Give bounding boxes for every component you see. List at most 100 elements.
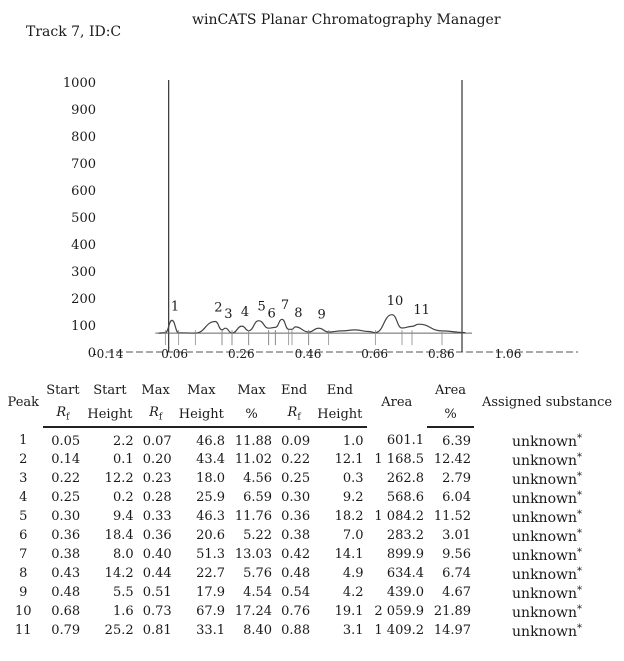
table-cell: unknown* [512,604,582,621]
table-cell: unknown* [512,490,582,507]
table-cell: 2.2 [112,433,134,449]
table-cell: 20.6 [196,528,226,543]
table-cell: 18.4 [104,528,134,543]
y-tick-label: 1000 [63,76,96,91]
table-cell: 67.9 [196,604,226,619]
table-cell: 7 [19,547,28,562]
table-cell: unknown* [512,566,582,583]
table-cell: 0.81 [142,623,172,638]
peak-label: 2 [214,300,222,315]
y-tick-label: 900 [71,103,96,118]
table-cell: 18.0 [196,471,226,486]
table-cell: 3.01 [442,528,472,543]
col-end-height-header: End [326,382,353,398]
table-cell: 0.79 [51,623,81,638]
table-cell: 0.51 [142,585,172,600]
peak-table-body: 1 0.05 2.2 0.07 46.8 11.88 0.09 1.0 601.1 6.39 unk… [4,427,620,640]
table-cell: 43.4 [196,452,226,467]
table-cell: 12.2 [104,471,134,486]
table-row: 5 0.30 9.4 0.33 46.3 11.76 0.36 18.2 1 084.2 11.5… [4,507,620,526]
table-cell: 262.8 [386,471,425,486]
table-cell: 0.28 [142,490,172,505]
table-cell: unknown* [512,528,582,545]
table-cell: 12.42 [433,452,472,467]
y-tick-label: 500 [71,211,96,226]
col-start-height-header: Start [93,382,127,398]
table-cell: unknown* [512,623,582,640]
table-cell: 0.43 [51,566,81,581]
table-cell: 5.76 [243,566,273,581]
table-cell: 1 409.2 [374,623,425,638]
table-cell: 6.74 [442,566,472,581]
col-max-rf-unit: Rf [136,402,175,428]
table-cell: 2 059.9 [374,604,425,619]
table-cell: unknown* [512,471,582,488]
table-cell: 601.1 [386,433,425,448]
col-start-rf-unit: Rf [42,402,84,428]
table-cell: 2.79 [442,471,472,486]
table-cell: 568.6 [386,490,425,505]
y-tick-label: 300 [71,265,96,280]
table-cell: 0.25 [281,471,311,486]
peak-label: 9 [318,307,326,322]
table-cell: 0.36 [142,528,172,543]
table-cell: 17.9 [196,585,226,600]
y-tick-label: 0 [88,346,96,361]
table-cell: 0.07 [142,433,172,449]
table-cell: 634.4 [386,566,425,581]
table-cell: 0.38 [281,528,311,543]
col-end-rf-unit: Rf [275,402,314,428]
track-label: Track 7, ID:C [26,24,122,40]
table-cell: 33.1 [196,623,226,638]
table-row: 8 0.43 14.2 0.44 22.7 5.76 0.48 4.9 634.4 6.74 unk… [4,564,620,583]
table-cell: 4 [19,490,28,505]
table-cell: 2 [19,452,28,467]
table-cell: 3.1 [342,623,364,638]
col-max-rf-header: Max [141,382,170,398]
table-cell: 11.52 [433,509,472,524]
table-cell: 5.22 [243,528,273,543]
col-area-pct-unit: % [427,402,475,428]
y-tick-label: 800 [71,130,96,145]
table-cell: 0.48 [281,566,311,581]
table-cell: 5.5 [112,585,134,600]
table-cell: 8.40 [243,623,273,638]
table-cell: 0.73 [142,604,172,619]
table-cell: 4.56 [243,471,273,486]
table-cell: 10 [15,604,32,619]
table-cell: 12.1 [334,452,364,467]
table-cell: 9.2 [342,490,364,505]
table-row: 7 0.38 8.0 0.40 51.3 13.03 0.42 14.1 899.9 9.56 un… [4,545,620,564]
table-cell: 0.36 [281,509,311,524]
table-cell: 6.04 [442,490,472,505]
table-cell: 11.02 [234,452,273,467]
table-cell: 4.2 [342,585,364,600]
peak-label: 8 [294,306,302,321]
table-cell: 1 084.2 [374,509,425,524]
table-cell: 0.2 [112,490,134,505]
table-cell: 51.3 [196,547,226,562]
table-cell: 0.33 [142,509,172,524]
table-cell: 17.24 [234,604,273,619]
table-cell: 25.2 [104,623,134,638]
col-area-pct-header: Area [435,382,467,398]
table-cell: 0.1 [112,452,134,467]
y-tick-label: 400 [71,238,96,253]
x-tick-label: -0.14 [93,347,124,361]
table-cell: 0.68 [51,604,81,619]
table-row: 9 0.48 5.5 0.51 17.9 4.54 0.54 4.2 439.0 4.67 unkn… [4,583,620,602]
table-cell: 0.3 [342,471,364,486]
col-max-height-unit: Height [174,402,229,428]
table-cell: 0.23 [142,471,172,486]
table-cell: 6.39 [442,433,472,449]
table-row: 3 0.22 12.2 0.23 18.0 4.56 0.25 0.3 262.8 2.79 unk… [4,469,620,488]
peak-label: 6 [268,307,276,322]
table-cell: unknown* [512,585,582,602]
table-cell: 5 [19,509,28,524]
table-row: 1 0.05 2.2 0.07 46.8 11.88 0.09 1.0 601.1 6.39 unk… [4,427,620,450]
table-cell: 14.2 [104,566,134,581]
table-cell: 0.76 [281,604,311,619]
table-cell: 0.25 [51,490,81,505]
table-cell: 9.4 [112,509,134,524]
table-cell: 9.56 [442,547,472,562]
